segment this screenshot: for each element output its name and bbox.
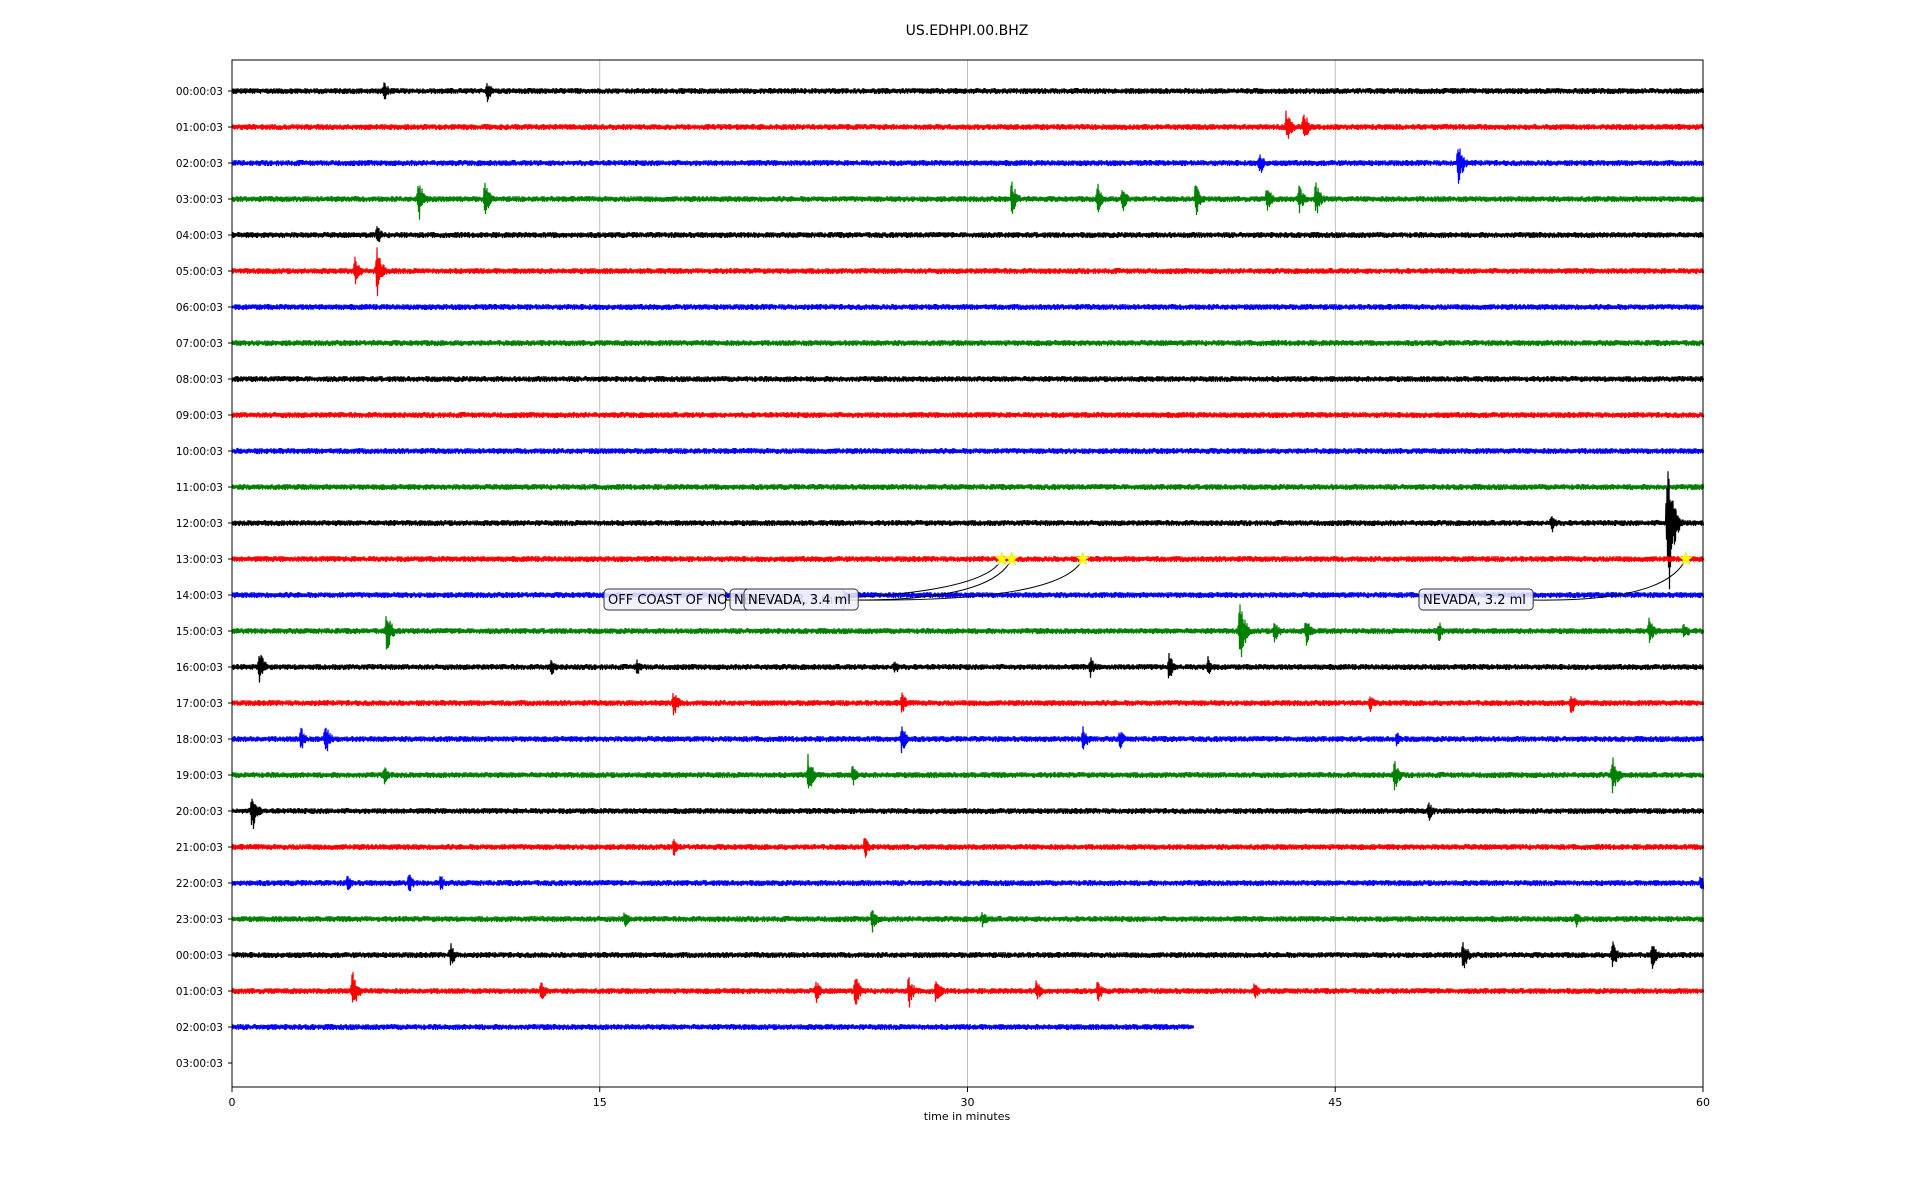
trace-row <box>231 148 1705 184</box>
row-time-label: 05:00:03 <box>176 266 223 278</box>
trace-row <box>231 447 1705 455</box>
trace-row <box>231 726 1705 754</box>
trace-row <box>231 692 1705 716</box>
row-time-label: 00:00:03 <box>176 86 223 98</box>
x-tick-label: 30 <box>961 1096 975 1109</box>
trace-row <box>231 555 1705 563</box>
trace-row <box>231 874 1705 892</box>
trace-row <box>231 471 1705 590</box>
row-time-label: 03:00:03 <box>176 1058 223 1070</box>
row-time-label: 21:00:03 <box>176 842 223 854</box>
row-time-label: 06:00:03 <box>176 302 223 314</box>
row-time-label: 14:00:03 <box>176 590 223 602</box>
row-time-label: 01:00:03 <box>176 122 223 134</box>
trace-row <box>231 910 1705 933</box>
row-time-label: 03:00:03 <box>176 194 223 206</box>
x-axis: 0 15 30 45 60 <box>229 1087 1710 1109</box>
row-time-label: 12:00:03 <box>176 518 223 530</box>
trace-row <box>231 971 1705 1008</box>
event-label-box <box>1418 588 1534 611</box>
row-time-label: 02:00:03 <box>176 1022 223 1034</box>
trace-row <box>231 247 1705 297</box>
trace-row <box>231 411 1705 419</box>
event-star-icon <box>1075 551 1091 566</box>
row-time-label: 22:00:03 <box>176 878 223 890</box>
trace-layer <box>231 82 1705 1031</box>
trace-row <box>231 226 1705 243</box>
trace-row <box>231 798 1705 830</box>
row-time-label: 07:00:03 <box>176 338 223 350</box>
row-time-label: 09:00:03 <box>176 410 223 422</box>
event-label-box <box>743 588 859 611</box>
chart-title: US.EDHPI.00.BHZ <box>906 23 1029 39</box>
row-time-label: 16:00:03 <box>176 662 223 674</box>
event-label: OFF COAST OF NO <box>608 593 727 608</box>
trace-row <box>231 303 1705 311</box>
event-connector <box>858 558 1084 601</box>
trace-row <box>231 753 1705 794</box>
x-tick-label: 0 <box>229 1096 236 1109</box>
event-label: NEVADA, 3.4 ml <box>748 593 851 608</box>
x-tick-label: 15 <box>593 1096 607 1109</box>
trace-row <box>231 604 1705 658</box>
row-time-label: 08:00:03 <box>176 374 223 386</box>
row-labels: 00:00:03 01:00:03 02:00:03 03:00:03 04:00:03… <box>176 86 232 1070</box>
trace-row <box>231 837 1705 858</box>
event-connector <box>1533 558 1687 601</box>
row-time-label: 13:00:03 <box>176 554 223 566</box>
trace-row <box>231 181 1705 220</box>
trace-row <box>231 375 1705 383</box>
row-time-label: 02:00:03 <box>176 158 223 170</box>
trace-row <box>231 941 1705 969</box>
x-axis-label: time in minutes <box>924 1110 1011 1123</box>
trace-row <box>231 652 1705 683</box>
row-time-label: 01:00:03 <box>176 986 223 998</box>
row-time-label: 11:00:03 <box>176 482 223 494</box>
event-label: NEVADA, 3.2 ml <box>1423 593 1526 608</box>
trace-row <box>231 339 1705 347</box>
row-time-label: 10:00:03 <box>176 446 223 458</box>
trace-row <box>231 110 1705 139</box>
x-tick-label: 45 <box>1328 1096 1342 1109</box>
row-time-label: 19:00:03 <box>176 770 223 782</box>
event-label-box <box>603 588 726 611</box>
row-time-label: 15:00:03 <box>176 626 223 638</box>
trace-row <box>231 483 1705 491</box>
row-time-label: 17:00:03 <box>176 698 223 710</box>
row-time-label: 23:00:03 <box>176 914 223 926</box>
trace-row <box>231 1023 1195 1031</box>
row-time-label: 04:00:03 <box>176 230 223 242</box>
event-star-icon <box>1678 551 1694 566</box>
event-star-icon <box>1004 551 1019 566</box>
x-tick-label: 60 <box>1696 1096 1710 1109</box>
row-time-label: 20:00:03 <box>176 806 223 818</box>
trace-row <box>231 82 1705 103</box>
row-time-label: 18:00:03 <box>176 734 223 746</box>
row-time-label: 00:00:03 <box>176 950 223 962</box>
